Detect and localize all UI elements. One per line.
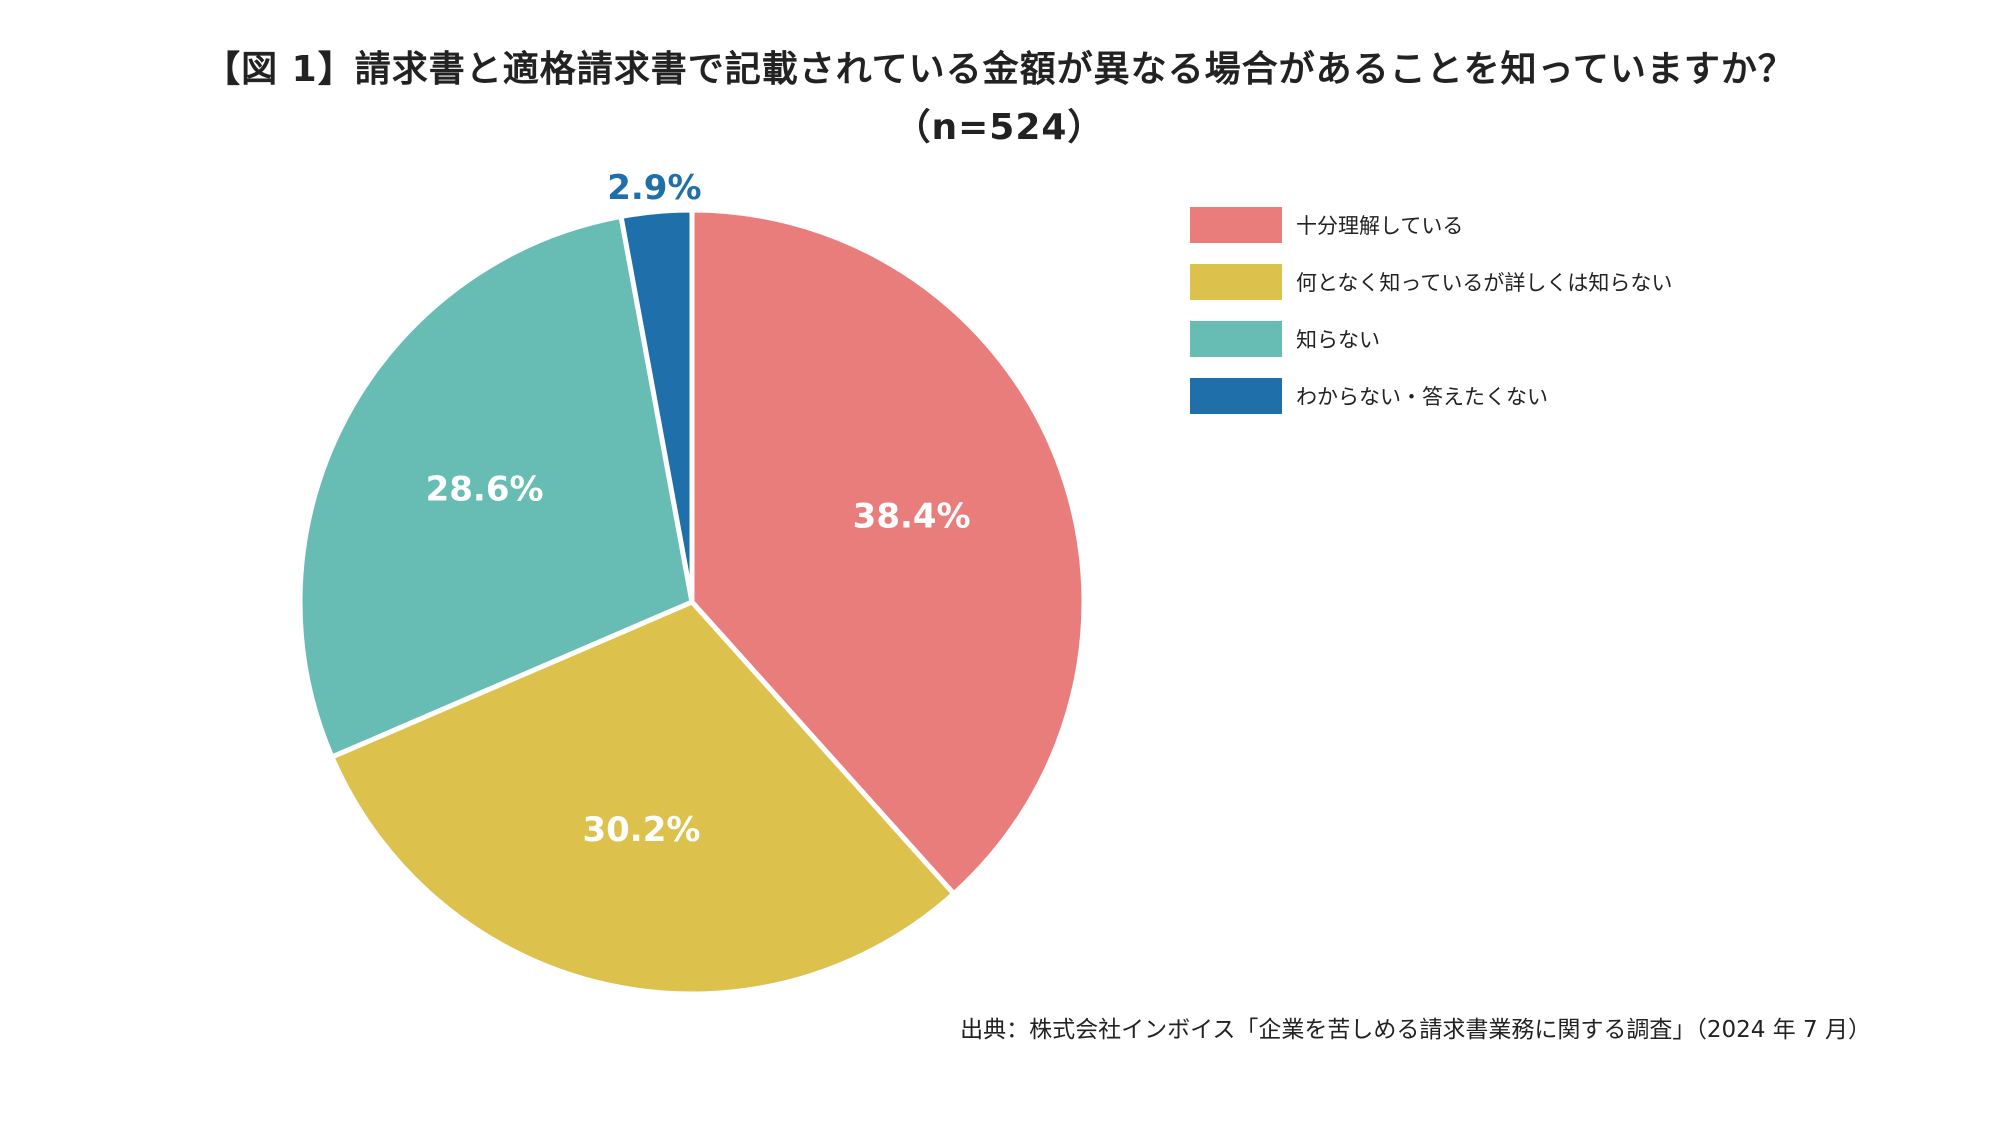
legend-label-0: 十分理解している [1296,214,1464,238]
legend-item-3: わからない・答えたくない [1190,377,1672,415]
pie-slice-3 [618,207,695,605]
pie-slice-2 [297,213,695,760]
data-label-1: 30.2% [582,810,700,850]
legend-label-3: わからない・答えたくない [1296,385,1548,409]
source-note: 出典：株式会社インボイス「企業を苦しめる請求書業務に関する調査」（2024 年 … [960,1017,1871,1043]
legend-swatch-1 [1190,264,1282,300]
data-label-3: 2.9% [607,168,701,208]
chart-title: 【図 1】請求書と適格請求書で記載されている金額が異なる場合があることを知ってい… [204,49,1795,90]
pie-slice-1 [329,599,957,997]
data-label-2: 28.6% [426,470,544,510]
pie-slice-0 [689,207,1087,897]
data-label-0: 38.4% [853,496,971,536]
chart-subtitle: （n=524） [894,107,1105,148]
legend-item-2: 知らない [1190,320,1672,358]
legend-swatch-3 [1190,378,1282,414]
legend-swatch-0 [1190,207,1282,243]
legend-item-0: 十分理解している [1190,206,1672,244]
legend-label-1: 何となく知っているが詳しくは知らない [1296,271,1673,295]
legend-item-1: 何となく知っているが詳しくは知らない [1190,263,1672,301]
legend-label-2: 知らない [1296,328,1380,352]
legend: 十分理解している 何となく知っているが詳しくは知らない 知らない わからない・答… [1190,206,1672,434]
legend-swatch-2 [1190,321,1282,357]
